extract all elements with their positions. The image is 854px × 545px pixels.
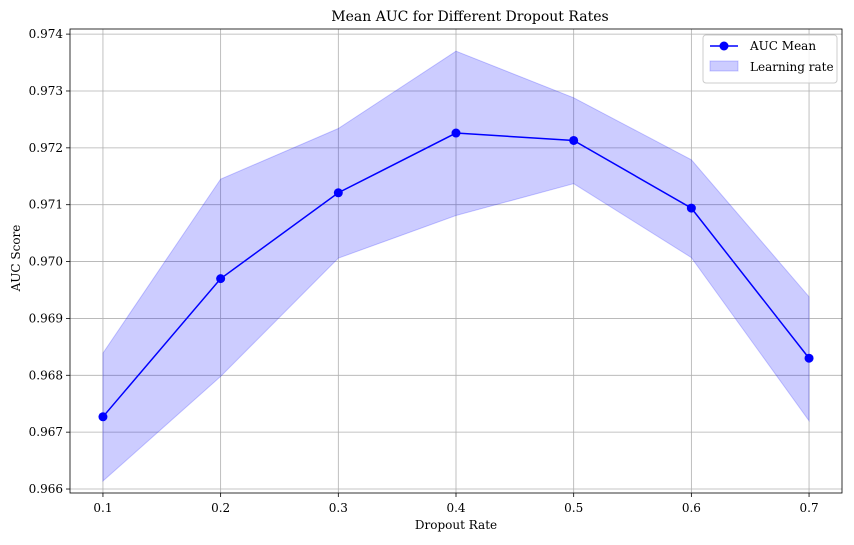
chart-title: Mean AUC for Different Dropout Rates xyxy=(331,9,608,25)
grid xyxy=(70,29,842,493)
y-tick-label: 0.968 xyxy=(29,368,63,382)
x-tick-label: 0.1 xyxy=(93,501,112,515)
x-tick-label: 0.6 xyxy=(682,501,701,515)
auc-mean-point xyxy=(333,188,343,198)
x-tick-label: 0.4 xyxy=(446,501,465,515)
y-tick-label: 0.972 xyxy=(29,141,63,155)
y-tick-label: 0.970 xyxy=(29,255,63,269)
series-marker-layer xyxy=(98,128,814,422)
y-tick-label: 0.971 xyxy=(29,198,63,212)
auc-mean-point xyxy=(804,353,814,363)
learning-rate-band xyxy=(102,50,810,483)
y-tick-label: 0.966 xyxy=(29,482,63,496)
y-tick-label: 0.967 xyxy=(29,425,63,439)
y-tick-label: 0.974 xyxy=(29,27,64,41)
legend: AUC Mean Learning rate xyxy=(702,34,838,84)
y-axis-label: AUC Score xyxy=(9,225,23,293)
legend-label-auc-mean: AUC Mean xyxy=(749,39,816,53)
x-tick-label: 0.7 xyxy=(800,501,819,515)
x-tick-label: 0.3 xyxy=(329,501,348,515)
auc-mean-point xyxy=(216,274,226,284)
auc-mean-point xyxy=(451,128,461,138)
y-axis-ticks: 0.966 0.967 0.968 0.969 0.970 0.971 0.972 0.973… xyxy=(29,27,70,496)
auc-mean-point xyxy=(686,203,696,213)
auc-mean-point xyxy=(569,135,579,145)
legend-box xyxy=(702,34,838,84)
x-tick-label: 0.5 xyxy=(564,501,583,515)
y-tick-label: 0.969 xyxy=(29,311,63,325)
y-tick-label: 0.973 xyxy=(29,84,63,98)
x-axis-label: Dropout Rate xyxy=(415,518,497,532)
auc-mean-point xyxy=(98,412,108,422)
x-axis-ticks: 0.1 0.2 0.3 0.4 0.5 0.6 0.7 xyxy=(93,493,819,515)
confidence-band-layer xyxy=(102,50,810,483)
legend-marker-swatch xyxy=(719,41,729,51)
legend-label-learning-rate: Learning rate xyxy=(750,60,834,74)
x-tick-label: 0.2 xyxy=(211,501,230,515)
legend-band-swatch xyxy=(709,60,739,72)
